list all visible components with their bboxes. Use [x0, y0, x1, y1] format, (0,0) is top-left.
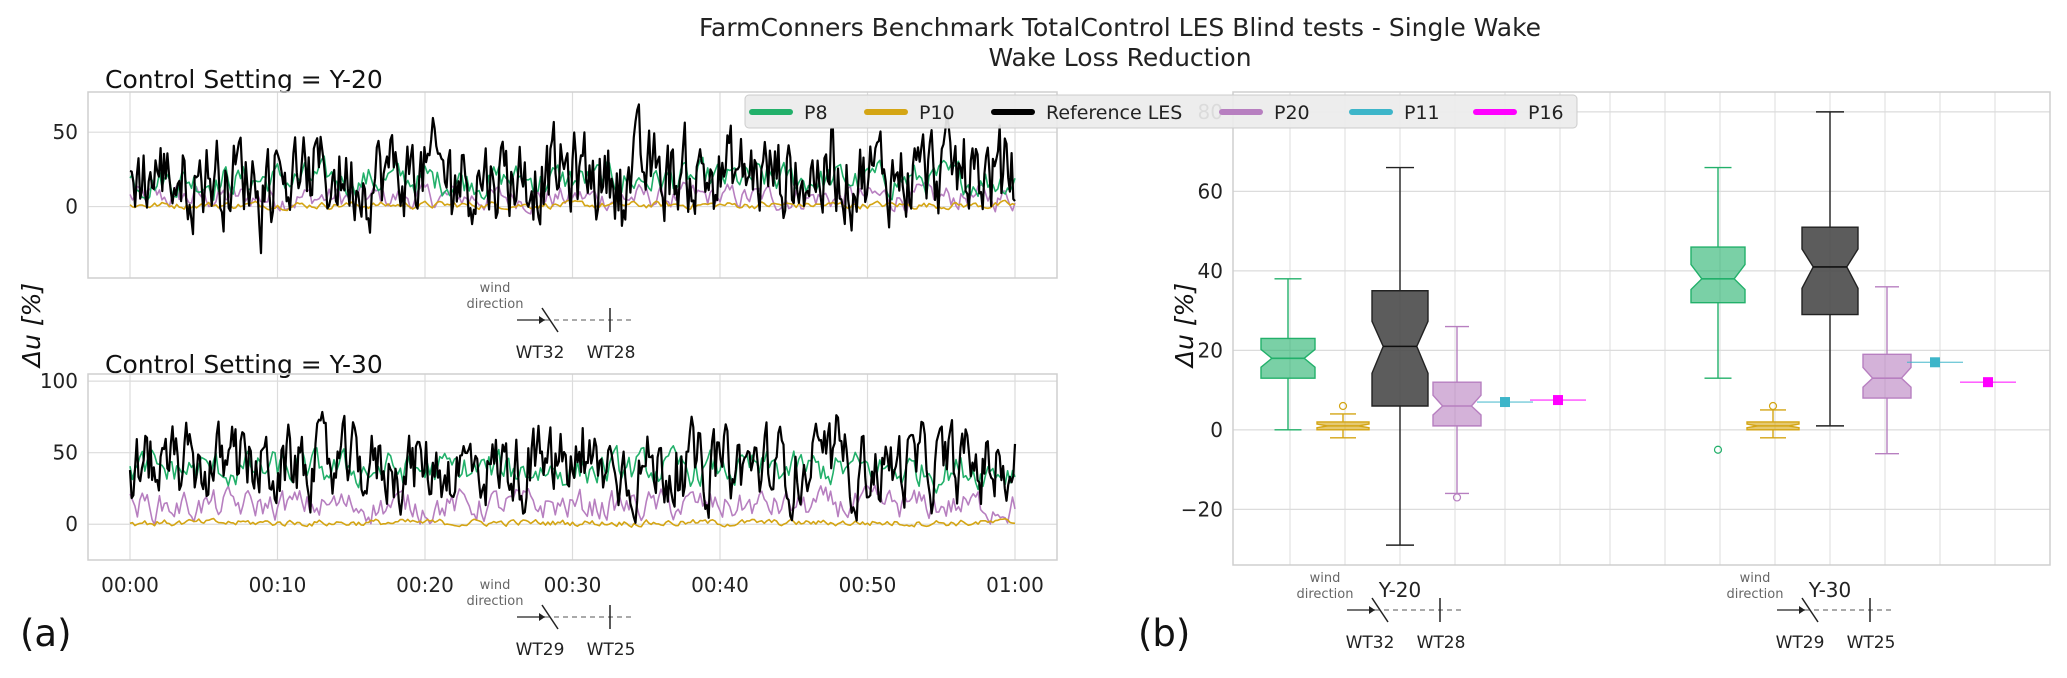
axes-frame — [1232, 91, 2051, 566]
legend: P8 P10 Reference LES P20 P11 P16 — [744, 94, 1578, 129]
box-body — [1690, 246, 1746, 304]
y-tick-label: 0 — [65, 512, 78, 536]
box-body — [1862, 353, 1912, 399]
legend-label: P10 — [919, 102, 955, 124]
series-line-p20 — [129, 484, 1016, 526]
ylabel-panel-b: Δu [%] — [1170, 283, 1199, 369]
x-tick-label: 00:40 — [691, 573, 749, 597]
legend-label: P11 — [1404, 102, 1440, 124]
legend-label: Reference LES — [1046, 102, 1182, 124]
turbine-label: WT25 — [1847, 633, 1896, 653]
box-flier — [1452, 493, 1462, 502]
series-line-reference-les — [128, 410, 1017, 524]
wind-arrow-head — [1369, 606, 1375, 614]
turbine-label: WT28 — [587, 343, 636, 363]
wind-note-text: direction — [1297, 587, 1354, 602]
box-point — [1930, 357, 1940, 368]
turbine-label: WT29 — [1776, 633, 1825, 653]
figure-title-line1: FarmConners Benchmark TotalControl LES B… — [699, 13, 1541, 42]
figure-title-line2: Wake Loss Reduction — [988, 43, 1251, 72]
box-y-20-reference-les — [1371, 166, 1429, 546]
box-y-20-p11 — [1477, 397, 1533, 408]
turbine-label: WT29 — [516, 640, 565, 660]
turbine-label: WT32 — [1346, 633, 1395, 653]
y-tick-label: 40 — [1198, 259, 1223, 283]
box-y-30-p10 — [1746, 401, 1800, 439]
y-tick-label: 0 — [1210, 418, 1223, 442]
box-y-30-reference-les — [1801, 111, 1859, 427]
turbine-label: WT32 — [516, 343, 565, 363]
box-y-30-p8 — [1690, 166, 1746, 454]
y-tick-label: 0 — [65, 195, 78, 219]
box-flier — [1768, 401, 1778, 411]
wind-arrow-head — [539, 613, 545, 621]
box-y-20-p8 — [1260, 278, 1316, 431]
box-point — [1983, 377, 1993, 388]
wind-note-text: direction — [1727, 587, 1784, 602]
legend-frame — [744, 94, 1578, 129]
x-tick-label: Y-30 — [1808, 578, 1852, 602]
y-tick-label: 60 — [1198, 179, 1223, 203]
y-tick-label: 100 — [40, 369, 78, 393]
ylabel-panel-a: Δu [%] — [17, 283, 46, 369]
box-point — [1553, 395, 1563, 406]
wind-note-text: wind — [480, 578, 511, 593]
box-y-20-p20 — [1432, 325, 1482, 502]
panel-label-b: (b) — [1138, 612, 1190, 655]
box-flier — [1338, 401, 1348, 411]
wind-note-text: direction — [467, 594, 524, 609]
series-line-p10 — [129, 199, 1016, 212]
box-point — [1500, 397, 1510, 408]
wind-note-text: wind — [1740, 571, 1771, 586]
box-flier — [1713, 445, 1723, 454]
box-y-30-p16 — [1960, 377, 2016, 388]
x-tick-label: 00:00 — [101, 573, 159, 597]
box-y-20-p10 — [1316, 401, 1370, 439]
series-line-reference-les — [129, 103, 1016, 255]
box-y-20-p16 — [1530, 395, 1586, 406]
panel-label-a: (a) — [20, 612, 72, 655]
y-tick-label: 50 — [53, 120, 78, 144]
wind-note-text: wind — [480, 281, 511, 296]
legend-label: P20 — [1274, 102, 1310, 124]
turbine-marker — [541, 307, 559, 333]
wind-note-text: direction — [467, 297, 524, 312]
x-tick-label: Y-20 — [1378, 578, 1422, 602]
y-tick-label: 20 — [1198, 338, 1223, 362]
box-body — [1432, 381, 1482, 427]
wind-arrow-head — [539, 316, 545, 324]
turbine-marker — [1801, 597, 1819, 623]
turbine-label: WT28 — [1417, 633, 1466, 653]
x-tick-label: 01:00 — [986, 573, 1044, 597]
wind-arrow-head — [1799, 606, 1805, 614]
x-tick-label: 00:20 — [396, 573, 454, 597]
turbine-label: WT25 — [587, 640, 636, 660]
legend-label: P16 — [1528, 102, 1564, 124]
box-y-30-p20 — [1862, 286, 1912, 455]
box-body — [1371, 290, 1429, 407]
x-tick-label: 00:10 — [249, 573, 307, 597]
y-tick-label: 50 — [53, 441, 78, 465]
turbine-marker — [1371, 597, 1389, 623]
subplot-title-y20: Control Setting = Y-20 — [105, 65, 383, 94]
legend-label: P8 — [804, 102, 828, 124]
box-body — [1801, 226, 1859, 316]
box-y-30-p11 — [1907, 357, 1963, 368]
wind-note-text: wind — [1310, 571, 1341, 586]
x-tick-label: 00:30 — [544, 573, 602, 597]
turbine-marker — [541, 604, 559, 630]
x-tick-label: 00:50 — [839, 573, 897, 597]
axes-frame — [87, 91, 1058, 279]
series-line-p10 — [129, 517, 1016, 528]
axes-frame — [87, 373, 1058, 561]
y-tick-label: −20 — [1181, 497, 1223, 521]
